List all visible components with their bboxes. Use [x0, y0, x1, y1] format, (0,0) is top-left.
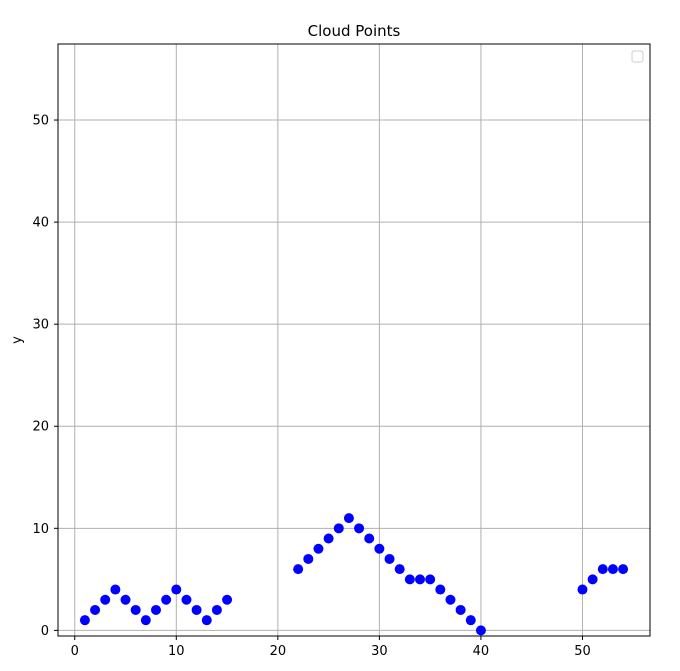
data-point: [293, 564, 304, 575]
grid-layer: [58, 44, 650, 636]
x-tick-label: 40: [473, 644, 490, 659]
data-point: [130, 604, 141, 615]
x-tick-label: 30: [371, 644, 388, 659]
y-tick-label: 40: [32, 216, 49, 231]
y-tick-label: 20: [32, 420, 49, 435]
data-point: [455, 604, 466, 615]
data-point: [140, 615, 151, 626]
data-point: [100, 594, 111, 605]
data-point: [435, 584, 446, 595]
data-point: [354, 523, 365, 534]
y-tick-label: 50: [32, 114, 49, 129]
data-point: [211, 604, 222, 615]
y-tick-label: 30: [32, 318, 49, 333]
data-point: [343, 513, 354, 524]
data-point: [475, 625, 486, 636]
data-point: [90, 604, 101, 615]
data-point: [394, 564, 405, 575]
data-point: [120, 594, 131, 605]
data-point: [597, 564, 608, 575]
data-point: [445, 594, 456, 605]
data-point: [425, 574, 436, 585]
legend-box: [631, 50, 644, 63]
x-tick-label: 50: [574, 644, 591, 659]
data-point: [374, 543, 385, 554]
data-point: [404, 574, 415, 585]
plot-frame: [57, 43, 651, 637]
data-point: [618, 564, 629, 575]
data-point: [323, 533, 334, 544]
data-point: [161, 594, 172, 605]
data-point: [171, 584, 182, 595]
point-layer: [79, 513, 629, 636]
y-tick-label: 10: [32, 522, 49, 537]
data-point: [303, 553, 314, 564]
data-point: [587, 574, 598, 585]
data-point: [313, 543, 324, 554]
data-point: [181, 594, 192, 605]
data-point: [150, 604, 161, 615]
data-point: [607, 564, 618, 575]
data-point: [201, 615, 212, 626]
y-axis-label: y: [10, 336, 25, 344]
data-point: [79, 615, 90, 626]
data-point: [384, 553, 395, 564]
x-tick-label: 20: [270, 644, 287, 659]
data-point: [415, 574, 426, 585]
data-point: [222, 594, 233, 605]
data-point: [333, 523, 344, 534]
data-point: [465, 615, 476, 626]
data-point: [191, 604, 202, 615]
data-point: [110, 584, 121, 595]
tick-layer: 0 10 20 30 40 50 0 10 20 30 40 50: [32, 114, 590, 659]
data-point: [364, 533, 375, 544]
x-tick-label: 0: [71, 644, 79, 659]
x-tick-label: 10: [168, 644, 185, 659]
y-tick-label: 0: [41, 624, 49, 639]
chart-title: Cloud Points: [308, 22, 401, 40]
data-point: [577, 584, 588, 595]
